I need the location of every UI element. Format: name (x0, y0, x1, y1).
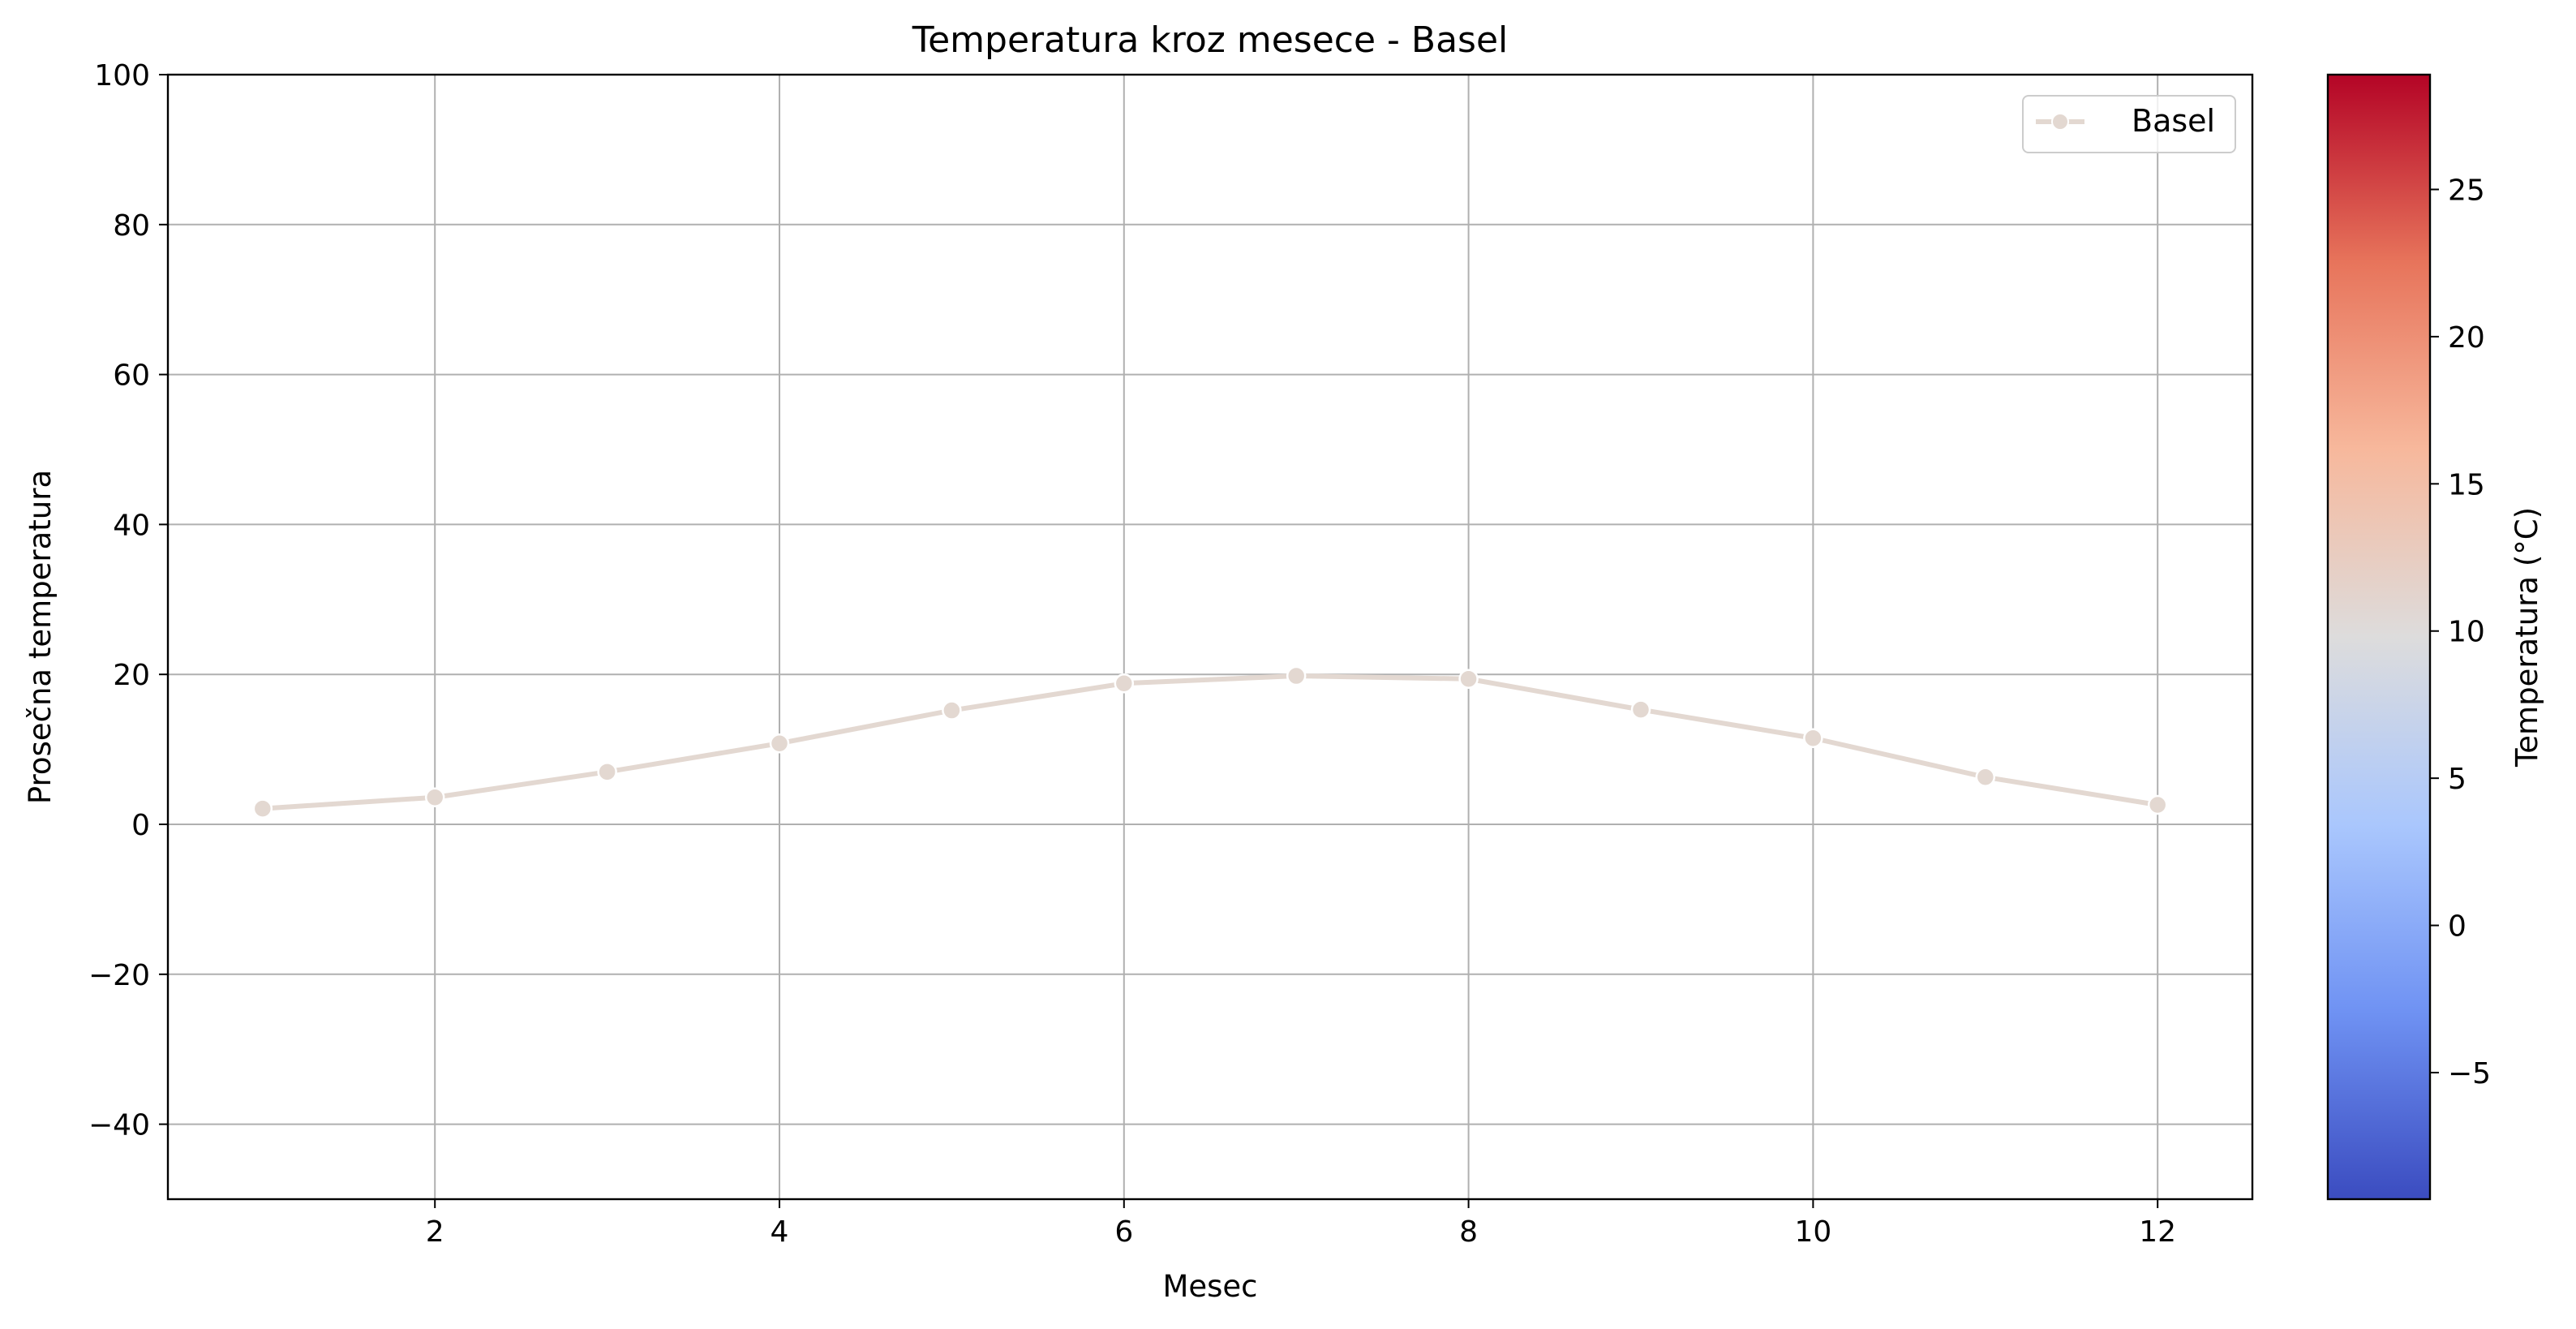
series-layer (252, 665, 2168, 819)
y-tick-label: −40 (88, 1109, 150, 1142)
colorbar-tick-label: 15 (2448, 468, 2485, 501)
series-line-basel (260, 673, 2161, 811)
data-point (1458, 669, 1479, 689)
data-point (2147, 794, 2168, 815)
colorbar-tick-label: 0 (2448, 910, 2467, 944)
colorbar-tick-label: 25 (2448, 174, 2485, 208)
y-axis-ticks: −40 −20 0 20 40 60 80 100 (88, 59, 168, 1142)
data-point (1975, 767, 1996, 788)
colorbar-tick-label: −5 (2448, 1057, 2491, 1090)
colorbar-gradient (2326, 73, 2432, 1201)
data-point (1114, 673, 1135, 694)
y-tick-label: 60 (113, 359, 150, 393)
legend-box (2022, 95, 2236, 153)
legend-marker-basel (2051, 113, 2069, 131)
x-tick-label: 10 (1794, 1215, 1831, 1249)
grid-lines (168, 74, 2252, 1199)
y-tick-label: 40 (113, 509, 150, 542)
x-axis-label: Mesec (1162, 1269, 1257, 1304)
data-point (1286, 665, 1307, 686)
x-axis-ticks: 2 4 6 8 10 12 (426, 1199, 2176, 1249)
data-point (1630, 699, 1651, 720)
y-tick-label: 80 (113, 209, 150, 243)
colorbar-tick-label: 10 (2448, 616, 2485, 649)
x-tick-label: 2 (426, 1215, 444, 1249)
data-point (769, 733, 790, 754)
x-tick-label: 6 (1114, 1215, 1133, 1249)
y-tick-label: −20 (88, 959, 150, 992)
colorbar-label: Temperatura (°C) (2509, 507, 2544, 768)
plot-frame (166, 73, 2254, 1201)
data-point (424, 787, 445, 807)
data-point (1803, 728, 1823, 748)
x-tick-label: 12 (2139, 1215, 2176, 1249)
colorbar-tick-label: 20 (2448, 321, 2485, 355)
data-point (252, 798, 273, 819)
colorbar-tick-label: 5 (2448, 763, 2467, 796)
chart-title: Temperatura kroz mesece - Basel (912, 19, 1509, 61)
x-tick-label: 8 (1459, 1215, 1478, 1249)
legend: Basel (2022, 95, 2236, 153)
colorbar-ticks: −5 0 5 10 15 20 25 (2430, 174, 2491, 1090)
legend-label-basel: Basel (2132, 103, 2215, 139)
data-point (942, 700, 962, 720)
data-point (597, 762, 617, 782)
y-tick-label: 100 (94, 59, 150, 92)
colorbar: −5 0 5 10 15 20 25 Temperatura (°C) (2326, 73, 2544, 1201)
x-tick-label: 4 (771, 1215, 789, 1249)
y-tick-label: 20 (113, 659, 150, 692)
y-tick-label: 0 (131, 809, 150, 842)
y-axis-label: Prosečna temperatura (23, 470, 58, 804)
